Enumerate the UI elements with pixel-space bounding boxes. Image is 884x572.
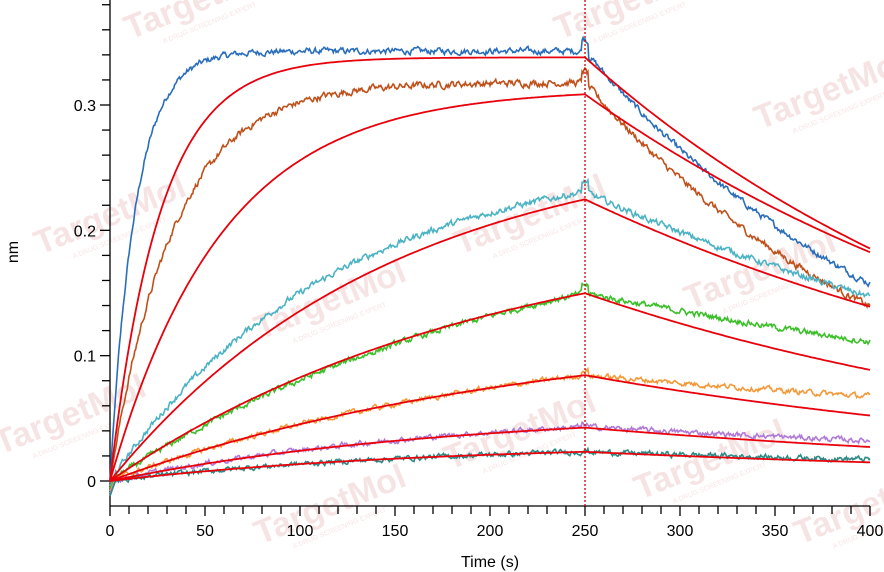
y-tick-label: 0 <box>87 474 96 491</box>
x-tick-label: 0 <box>106 523 115 540</box>
data-series-line <box>109 66 871 484</box>
x-tick-label: 100 <box>287 523 314 540</box>
y-tick-label: 0.3 <box>74 98 96 115</box>
axes: 0 50 100 150 200 250 300 350 400 0 0.1 0.2 0.3 <box>74 0 884 540</box>
x-tick-label: 150 <box>382 523 409 540</box>
y-tick-label: 0.1 <box>74 349 96 366</box>
fit-curve-line <box>109 56 871 482</box>
fit-curve-line <box>109 450 871 482</box>
x-tick-label: 250 <box>572 523 599 540</box>
data-series-line <box>109 177 871 487</box>
x-tick-label: 300 <box>667 523 694 540</box>
plot-area <box>109 0 871 506</box>
data-series-line <box>109 366 871 492</box>
fit-curve-line <box>109 198 871 482</box>
watermark-logo: TargetMol <box>249 252 412 347</box>
fit-curve-line <box>109 374 871 482</box>
fit-curve-line <box>109 426 871 482</box>
data-series-line <box>109 35 871 482</box>
y-tick-label: 0.2 <box>74 223 96 240</box>
x-axis-title: Time (s) <box>461 554 519 571</box>
fit-curve-line <box>109 93 871 482</box>
y-axis-title: nm <box>5 241 22 263</box>
x-tick-label: 400 <box>857 523 884 540</box>
x-tick-label: 350 <box>762 523 789 540</box>
watermark-logo: TargetMol <box>439 382 602 477</box>
x-tick-label: 50 <box>196 523 214 540</box>
watermark-logo: TargetMol <box>679 222 842 317</box>
fit-curve-line <box>109 292 871 482</box>
x-tick-label: 200 <box>477 523 504 540</box>
